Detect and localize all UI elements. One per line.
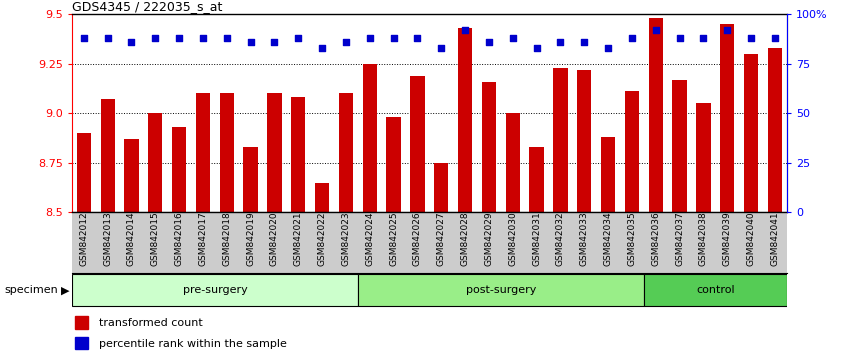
Bar	[577, 70, 591, 212]
Bar	[434, 163, 448, 212]
Bar	[267, 93, 282, 212]
Text: percentile rank within the sample: percentile rank within the sample	[99, 339, 287, 349]
Point	[410, 35, 424, 41]
Point	[578, 39, 591, 45]
Point	[768, 35, 782, 41]
Point	[339, 39, 353, 45]
Bar	[410, 76, 425, 212]
Bar	[195, 93, 210, 212]
Point	[530, 45, 543, 51]
Bar	[720, 24, 734, 212]
Bar	[172, 127, 186, 212]
Point	[124, 39, 138, 45]
Point	[744, 35, 758, 41]
Bar	[744, 54, 758, 212]
Text: post-surgery: post-surgery	[465, 285, 536, 295]
Point	[77, 35, 91, 41]
Point	[220, 35, 233, 41]
Bar	[101, 99, 115, 212]
Point	[696, 35, 710, 41]
Point	[316, 45, 329, 51]
Point	[267, 39, 281, 45]
Bar	[601, 137, 615, 212]
Bar	[530, 147, 544, 212]
Bar	[220, 93, 234, 212]
Point	[387, 35, 400, 41]
Point	[602, 45, 615, 51]
Bar	[481, 81, 496, 212]
Bar	[315, 183, 329, 212]
Point	[149, 35, 162, 41]
Bar	[124, 139, 139, 212]
Point	[649, 27, 662, 33]
Point	[459, 27, 472, 33]
Point	[506, 35, 519, 41]
Bar	[553, 68, 568, 212]
Point	[673, 35, 686, 41]
Text: control: control	[696, 285, 734, 295]
Bar	[649, 18, 663, 212]
Point	[173, 35, 186, 41]
Point	[435, 45, 448, 51]
Bar	[767, 48, 782, 212]
Point	[482, 39, 496, 45]
Bar	[387, 117, 401, 212]
Point	[292, 35, 305, 41]
Bar	[291, 97, 305, 212]
Point	[196, 35, 210, 41]
Bar	[77, 133, 91, 212]
Text: ▶: ▶	[61, 285, 69, 295]
Bar	[75, 316, 88, 329]
Text: GDS4345 / 222035_s_at: GDS4345 / 222035_s_at	[72, 0, 222, 13]
Point	[101, 35, 114, 41]
Bar	[72, 274, 358, 306]
Bar	[75, 337, 88, 349]
Bar	[506, 113, 520, 212]
Bar	[673, 80, 687, 212]
Point	[625, 35, 639, 41]
Bar	[624, 91, 639, 212]
Bar	[148, 113, 162, 212]
Text: pre-surgery: pre-surgery	[183, 285, 247, 295]
Text: transformed count: transformed count	[99, 318, 203, 328]
Bar	[644, 274, 787, 306]
Text: specimen: specimen	[4, 285, 58, 295]
Point	[244, 39, 257, 45]
Point	[363, 35, 376, 41]
Point	[721, 27, 734, 33]
Bar	[696, 103, 711, 212]
Bar	[358, 274, 644, 306]
Bar	[363, 64, 377, 212]
Bar	[244, 147, 258, 212]
Bar	[338, 93, 353, 212]
Point	[553, 39, 567, 45]
Bar	[458, 28, 472, 212]
